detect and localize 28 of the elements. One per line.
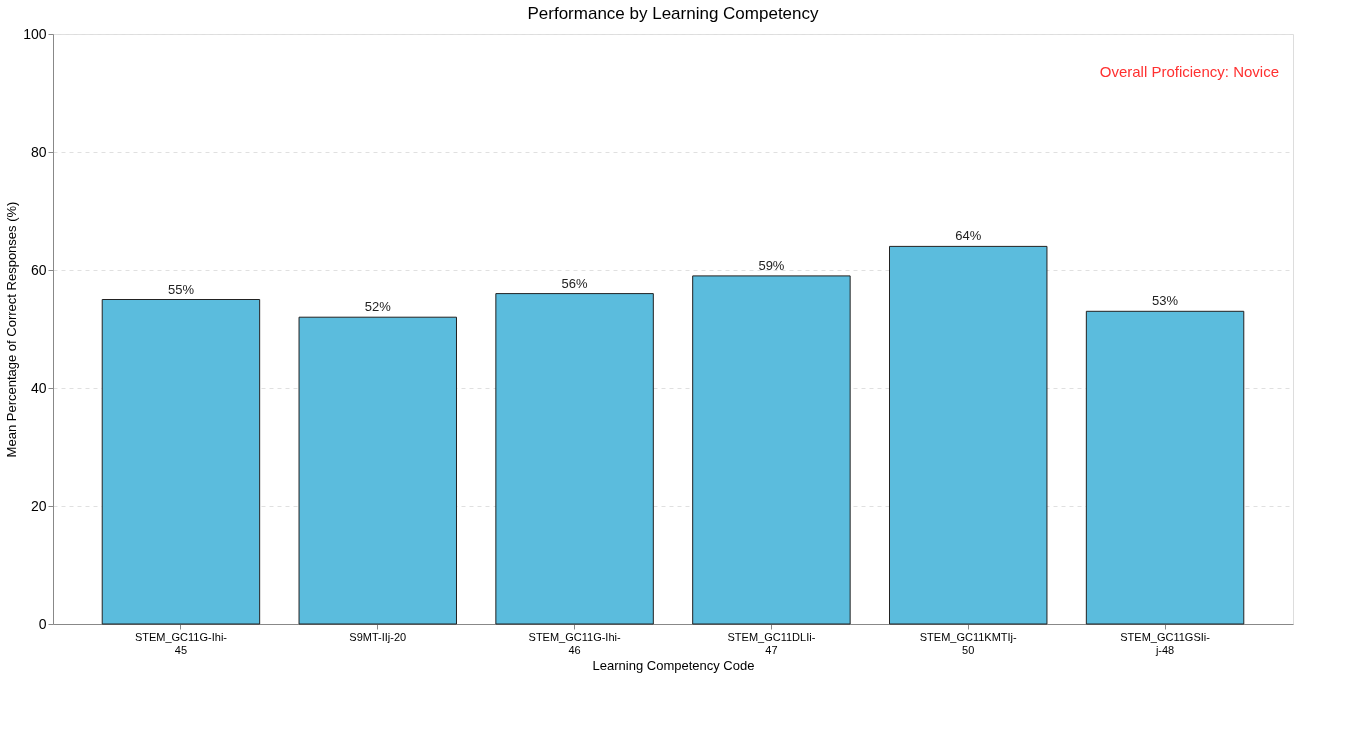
x-tick-label: STEM_GC11G-Ihi-45 [134,630,228,656]
bar [1085,310,1245,625]
x-tick-label: STEM_GC11DLIi-47 [727,630,816,656]
data-label: 53% [1152,293,1179,309]
bar [298,316,457,625]
y-tick-label: 40 [30,379,47,396]
x-axis-title: Learning Competency Code [592,657,755,673]
data-label: 55% [167,281,195,297]
chart-title: Performance by Learning Competency [527,4,820,23]
data-label: 56% [561,275,589,291]
annotation: Overall Proficiency: Novice [1099,63,1279,80]
x-tick-label: S9MT-IIj-20 [349,630,407,643]
data-label: 52% [364,299,392,315]
y-tick-label: 20 [30,497,47,514]
y-tick-label: 80 [30,143,47,160]
x-tick-label: STEM_GC11G-Ihi-46 [528,630,621,656]
data-label: 64% [955,228,982,244]
y-tick-label: 0 [38,615,47,632]
x-tick-label: STEM_GC11KMTIj-50 [919,630,1018,656]
bar [495,293,654,625]
bar [889,245,1048,625]
bar [101,299,261,625]
x-tick-label: STEM_GC11GSIi-j-48 [1120,630,1211,656]
data-label: 59% [758,257,785,273]
y-axis-title: Mean Percentage of Correct Responses (%) [4,201,20,458]
bar [692,275,851,625]
y-tick-label: 60 [30,261,47,278]
y-tick-label: 100 [23,25,47,42]
